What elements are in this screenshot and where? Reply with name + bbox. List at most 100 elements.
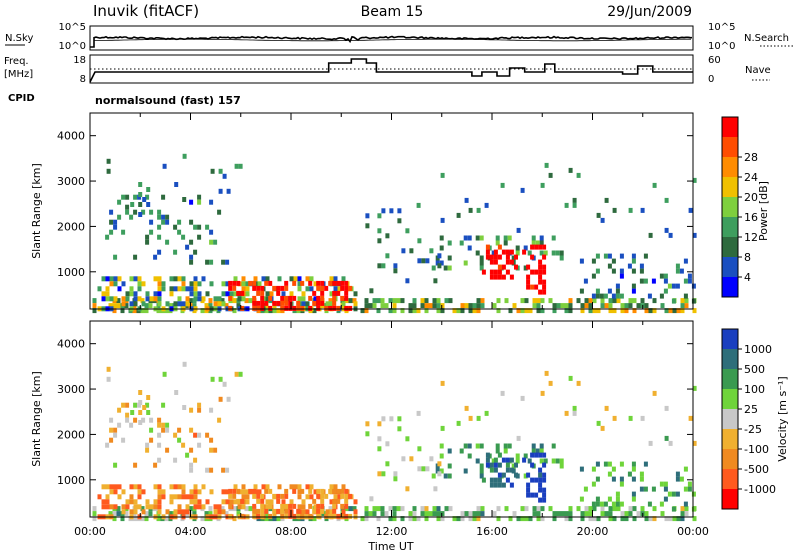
velocity-cell [193, 489, 198, 495]
power-cell [300, 280, 305, 286]
power-cell [484, 202, 489, 208]
velocity-cell [245, 499, 250, 505]
power-cell [476, 303, 481, 309]
velocity-cell [224, 511, 229, 517]
velocity-cell [538, 497, 543, 503]
velocity-cell [412, 511, 417, 517]
power-cell [138, 192, 143, 197]
y-tick-label: 1000 [57, 266, 85, 279]
power-cell [463, 260, 468, 266]
power-cell [542, 279, 547, 285]
colorbar-tick-label: 100 [744, 383, 765, 396]
velocity-cell [421, 466, 426, 472]
power-cell [133, 254, 138, 260]
power-cell [489, 259, 494, 265]
power-cell [416, 202, 421, 208]
power-cell [624, 308, 629, 314]
power-cell [117, 214, 122, 220]
power-cell [667, 283, 672, 289]
power-cell [173, 301, 178, 307]
power-cell [157, 281, 162, 287]
velocity-cell [269, 499, 274, 505]
power-cell [436, 298, 441, 304]
power-cell [320, 285, 325, 291]
velocity-cell [644, 516, 649, 522]
velocity-cell [344, 498, 349, 504]
power-cell [528, 308, 533, 314]
power-cell [344, 295, 349, 301]
power-cell [153, 296, 158, 302]
velocity-cell [105, 504, 110, 510]
velocity-cell [117, 422, 122, 428]
velocity-cell [526, 487, 531, 493]
power-cell [297, 276, 302, 282]
velocity-cell [631, 461, 636, 467]
power-cell [256, 305, 261, 311]
power-cell [313, 296, 318, 302]
velocity-cell [189, 467, 194, 473]
velocity-cell [436, 506, 441, 512]
power-cell [137, 194, 142, 200]
power-cell [365, 213, 370, 219]
power-cell [648, 308, 653, 314]
velocity-cell [503, 443, 508, 449]
velocity-cell [157, 489, 162, 495]
velocity-cell [532, 511, 537, 517]
power-cell [509, 259, 514, 265]
velocity-cell [476, 511, 481, 517]
power-cell [476, 308, 481, 314]
colorbar-tick-label: -500 [744, 463, 769, 476]
velocity-cell [221, 499, 226, 505]
power-cell [584, 303, 589, 309]
velocity-cell [688, 415, 693, 421]
power-cell [568, 167, 573, 173]
power-cell [692, 232, 697, 238]
velocity-cell [217, 509, 222, 515]
velocity-cell [508, 516, 513, 522]
noise-right-tick-top: 10^5 [708, 22, 735, 33]
power-cell [296, 300, 301, 306]
power-cell [508, 308, 513, 314]
velocity-cell [542, 472, 547, 478]
velocity-cell [432, 511, 437, 517]
power-cell [619, 253, 624, 259]
power-cell [148, 303, 153, 309]
velocity-cell [536, 506, 541, 512]
power-cell [432, 298, 437, 304]
power-cell [229, 291, 234, 297]
velocity-cell [536, 511, 541, 517]
power-cell [607, 288, 612, 294]
velocity-cell [683, 501, 688, 507]
velocity-cell [288, 508, 293, 514]
power-cell [92, 308, 97, 314]
power-cell [276, 285, 281, 291]
power-cell [651, 278, 656, 284]
velocity-cell [680, 506, 685, 512]
velocity-cell [493, 482, 498, 488]
velocity-cell [173, 509, 178, 515]
power-cell [276, 308, 281, 314]
colorbar-segment [722, 257, 738, 278]
velocity-cell [475, 458, 480, 464]
velocity-cell [161, 402, 166, 408]
velocity-cell [218, 396, 223, 402]
velocity-cell [157, 432, 162, 438]
velocity-cell [660, 511, 665, 517]
power-cell [245, 286, 250, 292]
velocity-cell [124, 511, 129, 517]
power-cell [467, 245, 472, 251]
power-cell [236, 280, 241, 286]
power-cell [643, 253, 648, 259]
power-cell [552, 308, 557, 314]
velocity-cell [316, 508, 321, 514]
velocity-cell [308, 513, 313, 519]
velocity-cell [244, 506, 249, 512]
power-cell [512, 303, 517, 309]
velocity-cell [515, 453, 520, 459]
power-cell [619, 268, 624, 274]
power-cell [424, 308, 429, 314]
velocity-cell [528, 516, 533, 522]
velocity-cell [495, 448, 500, 454]
velocity-cell [542, 487, 547, 493]
power-cell [522, 249, 527, 255]
